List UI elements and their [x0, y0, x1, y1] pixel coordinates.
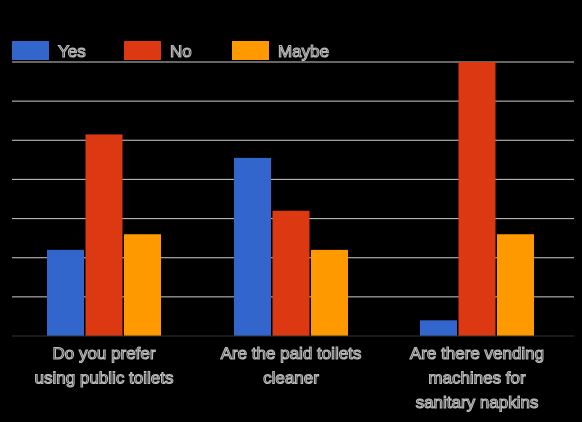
bar-no-3	[458, 62, 496, 336]
bar-maybe-2	[311, 249, 348, 336]
x-tick-label-2: Are the paid toilets cleaner	[221, 344, 362, 388]
legend-swatch-maybe	[232, 41, 269, 60]
legend-swatch-yes	[12, 41, 49, 60]
bar-yes-3	[420, 320, 457, 336]
legend-label-maybe: Maybe	[278, 42, 329, 61]
legend-label-no: No	[170, 42, 192, 61]
bar-no-2	[272, 210, 310, 336]
legend-swatch-no	[124, 41, 161, 60]
x-tick-label-3: Are there vending machines for sanitary na…	[410, 344, 544, 412]
bars	[47, 62, 534, 336]
x-tick-labels: Do you prefer using public toilets Are the…	[34, 343, 545, 412]
bar-maybe-3	[497, 234, 534, 336]
x-tick-label-1: Do you prefer using public toilets	[35, 344, 174, 388]
bar-yes-2	[234, 157, 271, 336]
bar-no-1	[85, 134, 123, 336]
legend: Yes No Maybe	[12, 41, 330, 62]
legend-label-yes: Yes	[58, 42, 86, 61]
bar-maybe-1	[124, 234, 161, 336]
bar-yes-1	[47, 249, 84, 336]
